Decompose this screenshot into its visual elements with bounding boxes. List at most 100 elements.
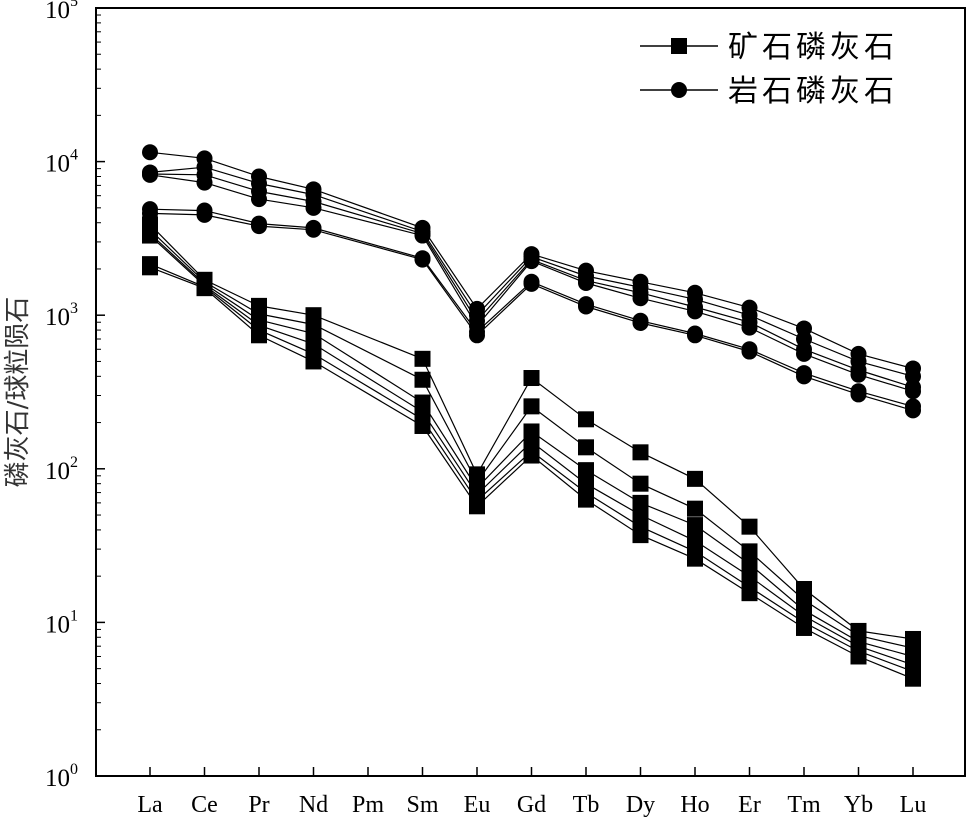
y-tick-labels: 100 101 102 103 104 105: [45, 0, 78, 792]
legend-item-rock-apatite: 岩石磷灰石: [640, 74, 898, 109]
series-path: [149, 212, 914, 411]
data-point: [142, 144, 158, 161]
data-point: [741, 343, 758, 360]
y-tick-label: 103: [45, 300, 78, 331]
x-tick-label-dy: Dy: [626, 792, 655, 818]
axes: [95, 7, 966, 777]
x-tick-label-yb: Yb: [844, 792, 873, 818]
data-point: [632, 314, 649, 331]
x-tick-label-ce: Ce: [191, 792, 218, 818]
data-point: [632, 494, 649, 511]
data-point: [632, 444, 649, 461]
series-path: [149, 151, 914, 370]
data-point: [251, 191, 267, 208]
series-path: [149, 174, 914, 392]
data-point: [196, 174, 213, 191]
data-point: [414, 350, 431, 367]
data-point: [523, 398, 540, 415]
x-tick-label-er: Er: [738, 792, 761, 818]
data-point: [414, 227, 431, 244]
data-point: [905, 383, 921, 400]
plot-frame: [95, 7, 966, 777]
data-point: [523, 370, 540, 387]
ore-apatite-group: [142, 216, 921, 687]
data-point: [850, 386, 867, 403]
data-point: [687, 500, 703, 517]
y-tick-label: 105: [45, 0, 78, 24]
data-point: [741, 555, 758, 572]
series-layer: [142, 144, 921, 687]
data-point: [741, 518, 758, 535]
x-tick-label-gd: Gd: [517, 792, 546, 818]
legend-item-ore-apatite: 矿石磷灰石: [640, 30, 898, 65]
x-tick-label-ho: Ho: [680, 792, 709, 818]
data-point: [850, 648, 867, 665]
y-tick-label: 101: [45, 607, 78, 638]
data-point: [578, 411, 594, 428]
data-point: [741, 319, 758, 336]
data-point: [142, 259, 158, 276]
y-tick-label: 102: [45, 454, 78, 485]
legend-label: 矿石磷灰石: [728, 30, 898, 65]
data-point: [687, 517, 703, 534]
x-tick-label-eu: Eu: [464, 792, 491, 818]
series-path: [149, 229, 914, 649]
data-point: [741, 543, 758, 560]
data-point: [305, 221, 322, 238]
data-point: [251, 327, 267, 344]
data-point: [578, 275, 594, 292]
data-point: [687, 303, 703, 320]
y-tick-label: 104: [45, 147, 78, 178]
data-point: [796, 368, 812, 385]
data-point: [632, 290, 649, 307]
series-path: [149, 266, 914, 680]
data-point: [687, 550, 703, 567]
x-tick-label-sm: Sm: [406, 792, 438, 818]
data-point: [305, 353, 322, 370]
data-point: [196, 280, 213, 297]
x-tick-label-lu: Lu: [900, 792, 927, 818]
data-point: [414, 417, 431, 434]
x-tick-labels: La Ce Pr Nd Pm Sm Eu Gd Tb Dy Ho Er Tm Yb Lu: [137, 792, 926, 818]
series-path: [149, 235, 914, 666]
data-point: [905, 402, 921, 419]
data-point: [578, 462, 594, 479]
series-path: [149, 223, 914, 640]
data-point: [142, 166, 158, 183]
data-point: [196, 206, 213, 223]
data-point: [796, 345, 812, 362]
data-point: [523, 447, 540, 464]
data-point: [905, 670, 921, 687]
rock-apatite-group: [142, 144, 921, 419]
x-tick-label-tb: Tb: [573, 792, 600, 818]
x-tick-label-pm: Pm: [352, 792, 384, 818]
data-point: [741, 585, 758, 602]
y-tick-label: 100: [45, 761, 78, 792]
series-line-square-6: [142, 259, 921, 687]
x-tick-label-la: La: [137, 792, 163, 818]
data-point: [687, 470, 703, 487]
data-point: [850, 366, 867, 383]
data-point: [523, 253, 540, 270]
data-point: [414, 251, 431, 268]
series-path: [149, 233, 914, 658]
legend-marker-square: [671, 38, 687, 54]
data-point: [796, 619, 812, 636]
data-point: [469, 498, 485, 515]
legend-marker-circle: [671, 82, 687, 98]
data-point: [414, 371, 431, 388]
data-point: [578, 439, 594, 456]
data-point: [578, 491, 594, 508]
series-line-circle-6: [142, 205, 921, 419]
series-path: [149, 166, 914, 377]
data-point: [142, 205, 158, 222]
data-point: [251, 218, 267, 235]
data-point: [523, 275, 540, 292]
data-point: [142, 227, 158, 244]
x-tick-label-pr: Pr: [248, 792, 269, 818]
data-point: [469, 327, 485, 344]
data-point: [632, 527, 649, 544]
legend-label: 岩石磷灰石: [728, 74, 898, 109]
